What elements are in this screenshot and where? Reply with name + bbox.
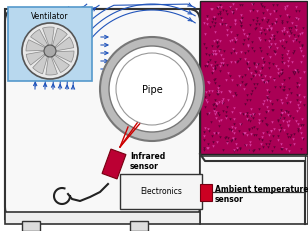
Text: Electronics: Electronics (140, 187, 182, 196)
Bar (130, 221, 148, 231)
Bar (200, 2, 307, 154)
Bar (5, 212, 200, 224)
Text: Infrared
sensor: Infrared sensor (130, 151, 165, 171)
Polygon shape (46, 57, 57, 76)
Polygon shape (33, 55, 48, 75)
Polygon shape (51, 55, 69, 73)
Text: Pipe: Pipe (142, 85, 162, 94)
Polygon shape (55, 38, 74, 52)
Bar (120, 174, 202, 209)
Circle shape (44, 46, 56, 58)
FancyBboxPatch shape (5, 10, 200, 219)
Bar (5, 10, 200, 219)
Polygon shape (52, 29, 67, 49)
Circle shape (22, 24, 78, 80)
Bar (200, 156, 308, 224)
Bar (8, 8, 92, 82)
Bar (102, 149, 126, 179)
Polygon shape (43, 28, 54, 47)
Text: Ventilator: Ventilator (31, 12, 69, 21)
Circle shape (116, 54, 188, 125)
Text: Ambient temperature
sensor: Ambient temperature sensor (215, 184, 308, 204)
Circle shape (109, 47, 195, 132)
Bar (22, 221, 40, 231)
Polygon shape (26, 41, 46, 52)
Circle shape (100, 38, 204, 141)
Polygon shape (30, 30, 48, 48)
Polygon shape (26, 52, 46, 66)
Bar (200, 184, 212, 201)
Polygon shape (54, 52, 74, 63)
